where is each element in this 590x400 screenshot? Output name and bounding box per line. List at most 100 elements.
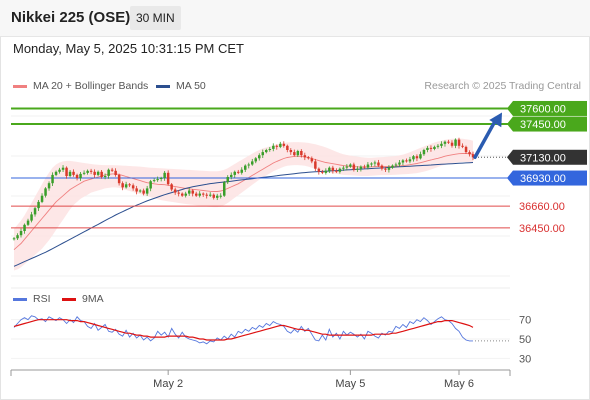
candle-body bbox=[349, 164, 352, 167]
candle-body bbox=[58, 169, 61, 172]
candle-body bbox=[331, 167, 335, 171]
candle-body bbox=[26, 220, 30, 225]
candle-body bbox=[181, 193, 184, 196]
candle-body bbox=[352, 164, 356, 170]
price-grid bbox=[11, 115, 510, 277]
candle-body bbox=[149, 181, 152, 189]
candle-body bbox=[107, 169, 110, 176]
candle-body bbox=[251, 161, 254, 165]
candle-body bbox=[142, 190, 145, 194]
candle-body bbox=[380, 165, 384, 169]
resistance-label-box bbox=[513, 116, 587, 132]
candle-body bbox=[345, 166, 349, 168]
candle-body bbox=[307, 157, 310, 159]
chart-header: Nikkei 225 (OSE) 30 MIN bbox=[0, 0, 590, 37]
candle-body bbox=[303, 155, 307, 158]
candle-body bbox=[293, 152, 296, 156]
candle-body bbox=[170, 184, 173, 190]
candle-body bbox=[156, 179, 159, 181]
legend-rsi-ma: 9MA bbox=[62, 293, 104, 305]
resistance-label-pointer bbox=[507, 100, 513, 116]
candle-body bbox=[72, 171, 75, 175]
projection-arrow-head bbox=[489, 112, 502, 128]
candle-body bbox=[89, 170, 93, 172]
candles bbox=[12, 137, 475, 241]
candle-body bbox=[429, 147, 433, 149]
candle-body bbox=[261, 152, 264, 156]
candle-body bbox=[131, 185, 135, 189]
candle-body bbox=[436, 145, 440, 147]
candle-body bbox=[426, 147, 429, 150]
candle-body bbox=[468, 152, 471, 155]
candle-body bbox=[275, 145, 279, 147]
candle-body bbox=[110, 169, 114, 171]
candle-body bbox=[68, 171, 72, 176]
candle-body bbox=[16, 235, 19, 239]
candle-body bbox=[401, 160, 405, 163]
current-label: 37130.00 bbox=[520, 152, 566, 164]
candle-body bbox=[138, 190, 142, 192]
candle-body bbox=[114, 170, 117, 175]
candle-body bbox=[237, 171, 240, 173]
candle-body bbox=[96, 171, 100, 175]
candle-body bbox=[440, 143, 443, 146]
candle-body bbox=[342, 167, 345, 169]
candle-body bbox=[223, 182, 226, 196]
candle-body bbox=[12, 238, 16, 240]
candle-body bbox=[184, 193, 187, 196]
candle-body bbox=[471, 154, 475, 158]
bollinger-band bbox=[14, 138, 473, 271]
candle-body bbox=[103, 176, 107, 177]
candle-body bbox=[247, 164, 250, 166]
candle-body bbox=[166, 172, 170, 185]
candle-body bbox=[461, 145, 464, 147]
bollinger-swatch bbox=[13, 84, 27, 88]
support-label: 36450.00 bbox=[519, 223, 565, 235]
candle-body bbox=[272, 145, 275, 149]
candle-body bbox=[19, 231, 23, 236]
ma50-label: MA 50 bbox=[176, 80, 206, 92]
candle-body bbox=[230, 174, 233, 177]
rsi-ma-swatch bbox=[62, 297, 76, 301]
rsi-line bbox=[13, 315, 473, 345]
candle-body bbox=[205, 194, 208, 196]
candle-body bbox=[317, 168, 321, 172]
rsi-tick-label: 70 bbox=[519, 315, 531, 327]
candle-body bbox=[422, 150, 426, 155]
candle-body bbox=[121, 183, 124, 188]
candle-body bbox=[454, 139, 457, 146]
candle-body bbox=[300, 151, 303, 156]
candle-body bbox=[47, 183, 51, 189]
candle-body bbox=[338, 168, 342, 172]
candle-body bbox=[443, 141, 447, 144]
candle-body bbox=[384, 168, 387, 170]
candle-body bbox=[65, 167, 68, 176]
candle-body bbox=[198, 193, 201, 196]
x-tick-label: May 6 bbox=[444, 378, 474, 390]
candle-body bbox=[296, 151, 300, 156]
resistance-label-box bbox=[513, 100, 587, 116]
pivot-label-pointer bbox=[507, 170, 513, 186]
candle-body bbox=[408, 159, 412, 162]
candle-body bbox=[377, 162, 380, 166]
candle-body bbox=[159, 178, 163, 179]
candle-body bbox=[394, 164, 398, 166]
rsi-label: RSI bbox=[33, 293, 51, 305]
pivot-label: 36930.00 bbox=[520, 173, 566, 185]
ma20-line bbox=[13, 153, 474, 251]
candle-body bbox=[195, 193, 198, 196]
current-label-pointer bbox=[507, 149, 513, 165]
rsi-swatch bbox=[13, 297, 27, 301]
candle-body bbox=[328, 167, 331, 171]
candle-body bbox=[219, 195, 222, 197]
candle-body bbox=[240, 169, 243, 173]
candle-body bbox=[321, 171, 324, 173]
candle-body bbox=[117, 174, 121, 184]
candle-body bbox=[324, 170, 328, 173]
timeframe-button[interactable]: 30 MIN bbox=[130, 6, 181, 30]
candle-body bbox=[282, 143, 286, 146]
candle-body bbox=[30, 214, 33, 221]
candle-body bbox=[366, 164, 370, 168]
ma50-line bbox=[13, 162, 474, 267]
candle-body bbox=[173, 189, 177, 193]
